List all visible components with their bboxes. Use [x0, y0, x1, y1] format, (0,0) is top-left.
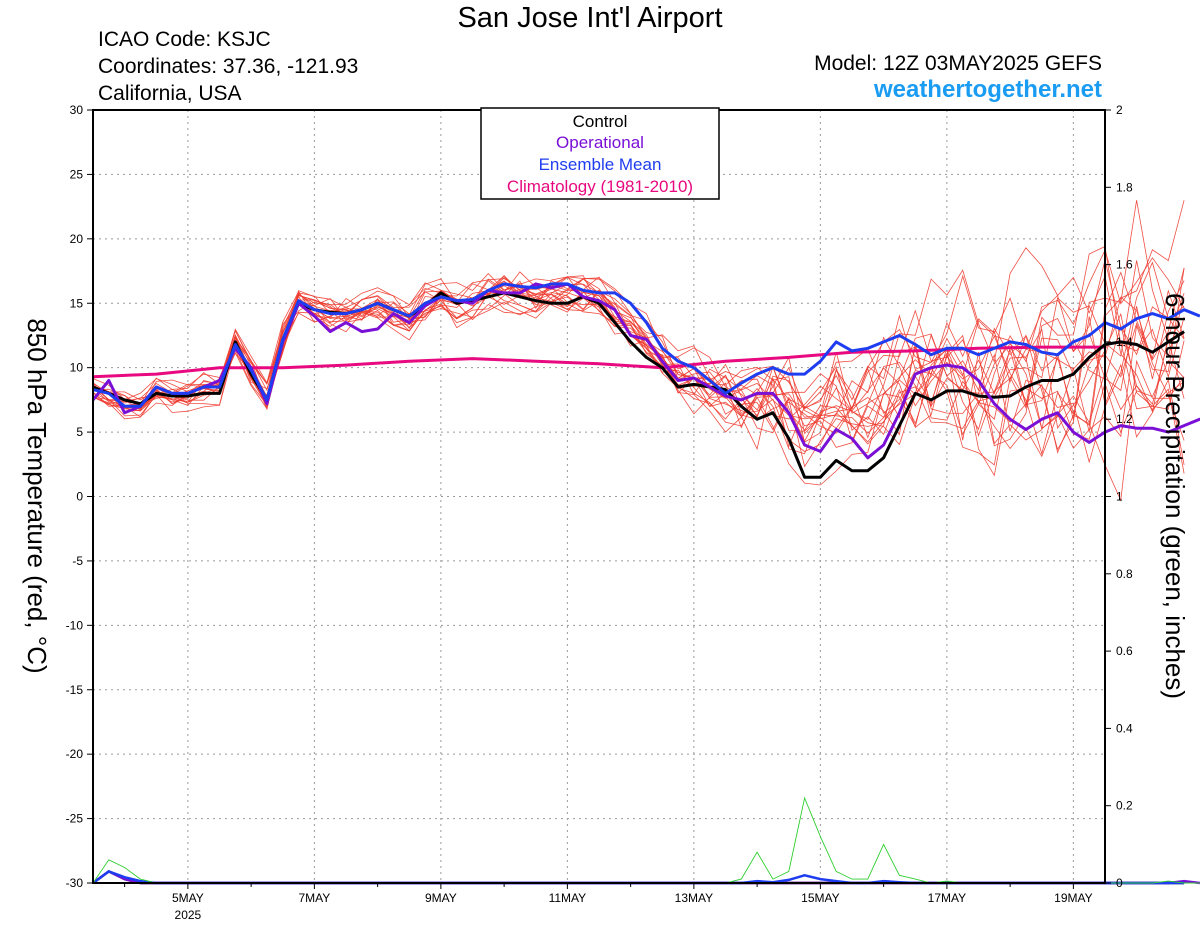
- legend-operational: Operational: [556, 133, 644, 152]
- y2-tick-label: 1: [1116, 490, 1123, 504]
- legend-ensemble-mean: Ensemble Mean: [539, 155, 662, 174]
- y2-tick-label: 0: [1116, 876, 1123, 890]
- precip-operational-line: [92, 869, 1200, 885]
- x-tick-label: 19MAY: [1054, 891, 1092, 905]
- x-tick-label: 17MAY: [928, 891, 966, 905]
- model-run: Model: 12Z 03MAY2025 GEFS: [814, 52, 1102, 75]
- grid-lines: [93, 110, 1105, 883]
- y-axis-title: 850 hPa Temperature (red, °C): [22, 318, 52, 673]
- site-link[interactable]: weathertogether.net: [873, 76, 1102, 103]
- y2-tick-label: 0.4: [1116, 721, 1133, 735]
- y-tick-label: -20: [66, 747, 84, 761]
- legend-box: [480, 107, 720, 200]
- y2-tick-label: 0.8: [1116, 567, 1133, 581]
- legend-climatology: Climatology (1981-2010): [507, 177, 693, 196]
- member-line: [92, 260, 1185, 456]
- y2-tick-label: 0.2: [1116, 799, 1133, 813]
- legend-control: Control: [573, 112, 628, 131]
- member-line: [92, 271, 1185, 441]
- y2-tick-label: 1.8: [1116, 180, 1133, 194]
- y-tick-label: 15: [70, 296, 84, 310]
- left-axis: -30 -25 -20 -15 -10 -5 0 5 10 15 20 25 30: [66, 103, 93, 890]
- y2-tick-label: 1.4: [1116, 335, 1133, 349]
- precip-ensemble-mean-line: [92, 869, 1185, 885]
- member-line: [92, 277, 1185, 502]
- member-line: [92, 268, 1185, 458]
- y-tick-label: 25: [70, 167, 84, 181]
- main-series: [91, 282, 1200, 479]
- precipitation-lines: [92, 796, 1200, 885]
- y-tick-label: -25: [66, 812, 84, 826]
- y2-tick-label: 0.6: [1116, 644, 1133, 658]
- ensemble-mean-line: [92, 282, 1200, 408]
- legend: Control Operational Ensemble Mean Climat…: [480, 107, 720, 200]
- member-line: [92, 245, 1185, 436]
- y2-axis-title: 6-hour Precipitation (green, inches): [1160, 293, 1190, 699]
- x-tick-label: 9MAY: [425, 891, 457, 905]
- member-line: [92, 200, 1185, 445]
- precip-members-line: [92, 796, 1200, 884]
- right-axis: 0 0.2 0.4 0.6 0.8 1 1.2 1.4 1.6 1.8 2: [1105, 103, 1133, 890]
- precip-control-line: [92, 869, 1185, 885]
- member-line: [92, 274, 1185, 443]
- x-tick-year: 2025: [175, 908, 202, 922]
- y-tick-label: -15: [66, 683, 84, 697]
- chart-title: San Jose Int'l Airport: [457, 2, 723, 34]
- x-tick-label: 15MAY: [801, 891, 839, 905]
- x-tick-label: 7MAY: [298, 891, 330, 905]
- region: California, USA: [98, 82, 242, 105]
- y-tick-label: 5: [76, 425, 83, 439]
- y-tick-label: 0: [76, 490, 83, 504]
- y2-tick-label: 1.6: [1116, 258, 1133, 272]
- x-tick-label: 13MAY: [675, 891, 713, 905]
- y-tick-label: 10: [70, 361, 84, 375]
- y2-tick-label: 2: [1116, 103, 1123, 117]
- y-tick-label: -30: [66, 876, 84, 890]
- x-tick-label: 5MAY: [172, 891, 204, 905]
- control-line: [92, 291, 1185, 479]
- y-tick-label: -5: [72, 554, 83, 568]
- y-tick-label: -10: [66, 618, 84, 632]
- climatology-1981-2010-line: [92, 345, 1105, 379]
- x-tick-label: 11MAY: [549, 891, 587, 905]
- icao-code: ICAO Code: KSJC: [98, 28, 271, 51]
- coordinates: Coordinates: 37.36, -121.93: [98, 55, 359, 78]
- y-tick-label: 30: [70, 103, 84, 117]
- y-tick-label: 20: [70, 232, 84, 246]
- x-axis: 5MAY 2025 7MAY 9MAY 11MAY 13MAY 15MAY 17MAY 19MA…: [124, 883, 1093, 922]
- y2-tick-label: 1.2: [1116, 412, 1133, 426]
